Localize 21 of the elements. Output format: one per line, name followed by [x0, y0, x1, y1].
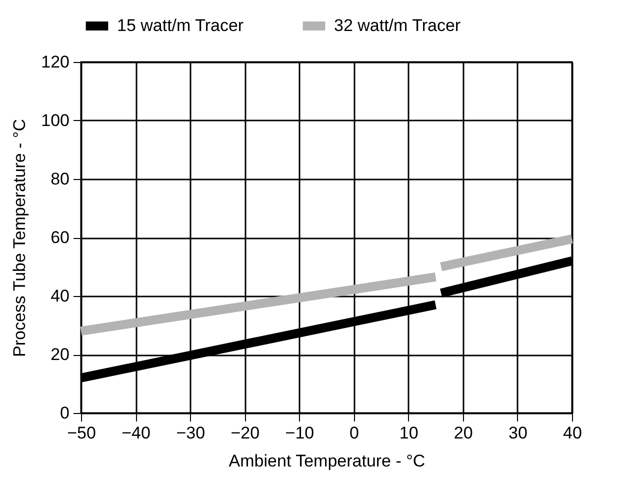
y-tick-label: 60	[50, 228, 70, 247]
y-tick-label: 80	[50, 170, 70, 188]
y-axis-title: Process Tube Temperature - °C	[10, 119, 30, 357]
x-tick-label: −20	[230, 424, 260, 442]
y-tick-label: 20	[50, 345, 70, 364]
x-tick-label: −50	[67, 424, 96, 442]
y-tick-label: 120	[41, 52, 70, 72]
x-tick-label: 30	[508, 424, 528, 442]
x-tick-label: −30	[176, 424, 206, 442]
x-tick-label: 20	[454, 424, 473, 442]
x-tick-label: 10	[399, 424, 418, 442]
x-tick-label: −40	[122, 424, 150, 442]
y-tick-label: 0	[60, 404, 70, 422]
x-tick-label: 40	[563, 424, 582, 442]
y-tick-label: 40	[50, 286, 70, 306]
x-tick-label: 0	[350, 424, 360, 442]
x-tick-label: −10	[285, 424, 314, 442]
legend-label: 15 watt/m Tracer	[117, 16, 244, 35]
y-tick-label: 100	[41, 111, 70, 130]
x-axis-title: Ambient Temperature - °C	[228, 452, 426, 470]
legend-label: 32 watt/m Tracer	[334, 16, 461, 35]
